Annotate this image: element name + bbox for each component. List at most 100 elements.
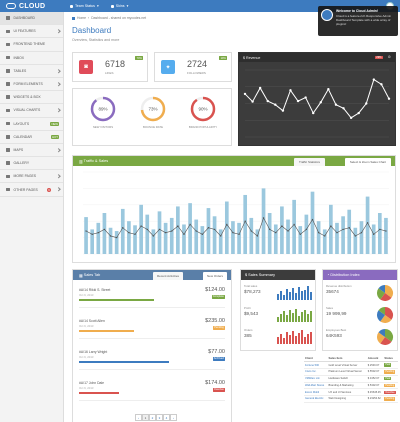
traffic-bar[interactable]: [371, 224, 376, 254]
sales-point[interactable]: [122, 227, 124, 229]
sales-point[interactable]: [171, 230, 173, 232]
sales-point[interactable]: [195, 230, 197, 232]
sales-point[interactable]: [360, 231, 363, 234]
sales-point[interactable]: [293, 223, 295, 226]
traffic-bar[interactable]: [188, 203, 192, 254]
revenue-point[interactable]: [251, 100, 254, 103]
revenue-point[interactable]: [327, 87, 330, 91]
tab-new-orders[interactable]: New Orders: [202, 272, 227, 280]
sales-point[interactable]: [366, 222, 369, 224]
traffic-bar[interactable]: [90, 229, 95, 254]
traffic-bar[interactable]: [231, 221, 235, 254]
revenue-point[interactable]: [266, 99, 269, 103]
sales-point[interactable]: [324, 235, 326, 237]
order-row[interactable]: #A/14 Rikki S. Street Oct 9, 2013 $124.00 C…: [79, 286, 225, 308]
tab-traffic-statistics[interactable]: Traffic Statistics: [293, 158, 325, 166]
page-button[interactable]: ›: [170, 414, 177, 421]
table-row[interactable]: Fortune 500 Gold Level Virtual Server $ 25…: [304, 361, 398, 369]
cell-client[interactable]: General Electric: [304, 395, 328, 403]
table-row[interactable]: VMWare Ltd. Hardware Switch $ 3452.67 Paid: [304, 375, 398, 383]
sales-point[interactable]: [189, 223, 191, 226]
sales-point[interactable]: [299, 233, 301, 236]
sales-point[interactable]: [281, 225, 283, 227]
traffic-bar[interactable]: [114, 231, 119, 254]
cell-client[interactable]: Fortune 500: [304, 361, 328, 369]
traffic-bar[interactable]: [206, 208, 211, 254]
traffic-bar[interactable]: [139, 204, 143, 254]
traffic-bar[interactable]: [182, 224, 186, 254]
sales-point[interactable]: [342, 228, 344, 231]
sales-point[interactable]: [317, 231, 320, 234]
traffic-bar[interactable]: [120, 208, 125, 254]
traffic-bar[interactable]: [212, 216, 217, 254]
order-row[interactable]: #A/16 Larry Wright Oct 9, 2013 $77.00 Archi…: [79, 348, 225, 370]
sales-point[interactable]: [220, 235, 222, 237]
sidebar-item-ui-features[interactable]: UI FEATURES: [0, 25, 63, 39]
tab-zoom-sales-chart[interactable]: Select & Zoom Sales Chart: [344, 158, 391, 166]
traffic-bar[interactable]: [96, 222, 101, 254]
traffic-bar[interactable]: [176, 206, 180, 254]
sales-point[interactable]: [146, 228, 148, 231]
revenue-point[interactable]: [304, 96, 307, 99]
revenue-point[interactable]: [365, 102, 368, 105]
sales-point[interactable]: [152, 235, 155, 237]
traffic-bar[interactable]: [359, 221, 364, 254]
traffic-bar[interactable]: [194, 219, 199, 254]
traffic-bar[interactable]: [218, 229, 223, 254]
column-header[interactable]: Sales Item: [327, 354, 367, 363]
sales-point[interactable]: [97, 231, 99, 234]
sales-point[interactable]: [385, 230, 387, 232]
traffic-bar[interactable]: [261, 188, 266, 254]
revenue-point[interactable]: [349, 116, 353, 120]
page-button[interactable]: 2: [149, 414, 156, 421]
sidebar-item-other-pages[interactable]: OTHER PAGES 6: [0, 183, 63, 197]
sales-point[interactable]: [115, 236, 118, 239]
traffic-bar[interactable]: [316, 221, 321, 254]
cell-client[interactable]: Cisco Inc.: [304, 368, 328, 376]
sales-point[interactable]: [330, 225, 332, 227]
sales-point[interactable]: [373, 233, 375, 236]
sales-point[interactable]: [336, 231, 338, 234]
table-row[interactable]: General Electric Web Designing $ 23254.62 P…: [304, 395, 398, 403]
welcome-notification[interactable]: Welcome to Cloud Admin! Cloud is a featu…: [318, 6, 398, 36]
order-row[interactable]: #A/14 Scott Allen Oct 9, 2013 $235.00 Pendi…: [79, 317, 225, 339]
revenue-point[interactable]: [274, 103, 277, 106]
revenue-point[interactable]: [380, 83, 383, 86]
traffic-bar[interactable]: [102, 213, 107, 254]
sales-point[interactable]: [177, 225, 179, 227]
sales-point[interactable]: [256, 235, 259, 237]
sales-point[interactable]: [226, 223, 228, 226]
skins-menu[interactable]: Skins ▾: [105, 4, 135, 8]
page-button[interactable]: 1: [142, 414, 149, 421]
sales-point[interactable]: [379, 228, 381, 231]
sales-point[interactable]: [238, 233, 240, 236]
gear-icon[interactable]: ⚙: [387, 55, 391, 59]
order-row[interactable]: #A/17 John Dale Oct 9, 2013 $174.00 Overdue: [79, 379, 225, 401]
traffic-bar[interactable]: [365, 196, 370, 254]
traffic-bar[interactable]: [335, 222, 339, 254]
page-button[interactable]: ‹: [135, 414, 142, 421]
sales-point[interactable]: [354, 235, 357, 237]
sales-point[interactable]: [109, 235, 112, 237]
sales-point[interactable]: [348, 227, 350, 229]
sales-point[interactable]: [140, 225, 142, 227]
sales-point[interactable]: [103, 228, 106, 231]
traffic-bar[interactable]: [384, 217, 388, 254]
revenue-point[interactable]: [289, 89, 292, 92]
sales-point[interactable]: [305, 228, 308, 231]
revenue-point[interactable]: [357, 111, 360, 115]
sidebar-item-gallery[interactable]: GALLERY: [0, 157, 63, 171]
sales-point[interactable]: [158, 228, 161, 231]
sidebar-item-calendar[interactable]: CALENDAR HOT: [0, 131, 63, 144]
traffic-bar[interactable]: [145, 214, 150, 254]
traffic-bar[interactable]: [243, 194, 248, 254]
traffic-bar[interactable]: [84, 217, 88, 254]
traffic-bar[interactable]: [273, 224, 278, 254]
sales-point[interactable]: [164, 231, 167, 234]
traffic-bar[interactable]: [353, 227, 358, 254]
traffic-bar[interactable]: [286, 219, 290, 254]
tab-recent-activities[interactable]: Recent Activities: [152, 272, 183, 280]
revenue-point[interactable]: [312, 111, 315, 115]
revenue-point[interactable]: [334, 103, 338, 106]
traffic-bar[interactable]: [292, 199, 296, 254]
